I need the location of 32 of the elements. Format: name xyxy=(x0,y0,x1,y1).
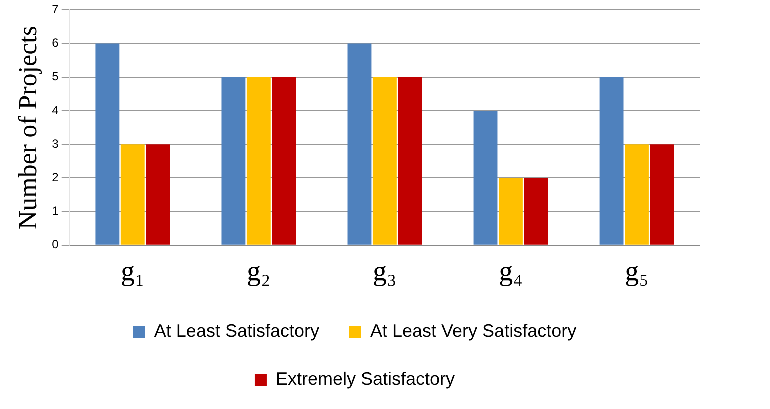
y-tick-label: 0 xyxy=(52,238,60,252)
bar xyxy=(474,111,498,245)
y-tick-label: 7 xyxy=(52,2,60,17)
bar xyxy=(146,144,170,245)
bar xyxy=(246,77,271,245)
bar xyxy=(272,77,296,245)
y-tick-label: 5 xyxy=(52,70,60,84)
bar xyxy=(96,44,120,245)
legend-label: Extremely Satisfactory xyxy=(276,368,456,389)
x-tick-label: g₅ xyxy=(625,256,649,288)
y-axis-title: Number of Projects xyxy=(13,26,42,230)
x-tick-label: g₁ xyxy=(121,256,145,288)
x-tick-label: g₄ xyxy=(499,256,523,288)
x-tick-label: g₃ xyxy=(373,256,397,288)
bar xyxy=(222,77,246,245)
y-tick-label: 4 xyxy=(52,103,60,118)
bar xyxy=(348,44,372,245)
bar xyxy=(498,178,523,245)
bar xyxy=(372,77,397,245)
bar xyxy=(524,178,548,245)
bar xyxy=(398,77,422,245)
bar xyxy=(600,77,624,245)
bar xyxy=(625,144,649,245)
y-tick-label: 1 xyxy=(52,204,60,218)
y-tick-label: 6 xyxy=(52,36,60,50)
bar xyxy=(650,144,674,245)
y-tick-label: 3 xyxy=(52,136,60,151)
x-tick-label: g₂ xyxy=(247,256,271,288)
y-tick-label: 2 xyxy=(52,170,60,185)
legend-label: At Least Very Satisfactory xyxy=(370,320,577,341)
bar xyxy=(120,144,145,245)
legend-label: At Least Satisfactory xyxy=(154,320,320,341)
